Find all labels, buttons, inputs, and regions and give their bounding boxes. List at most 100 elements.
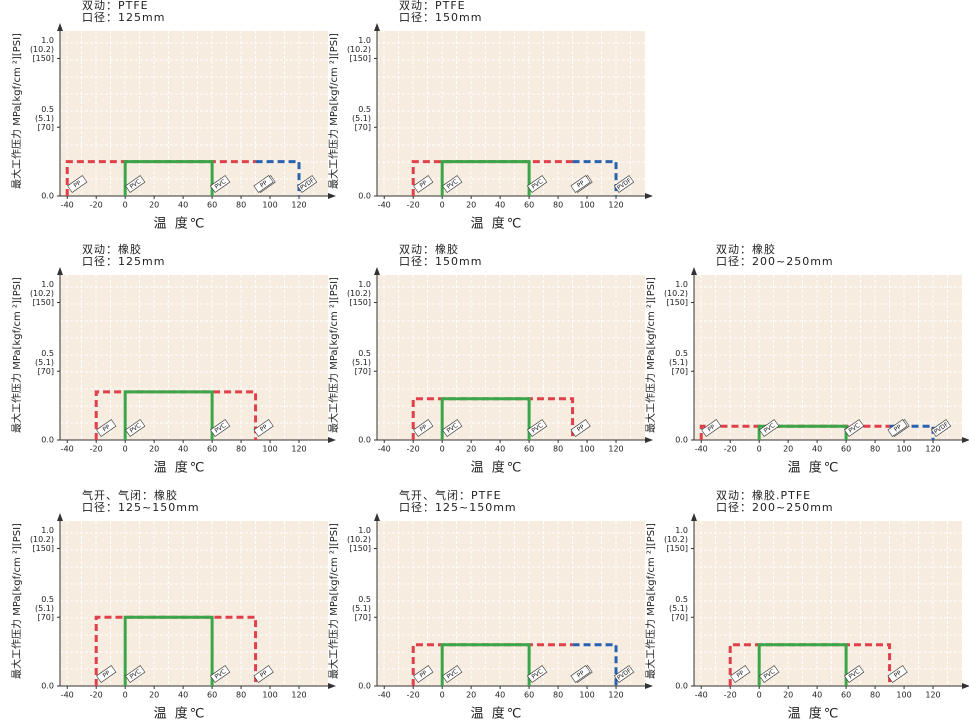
- y-arrow: [57, 267, 63, 275]
- x-axis-label: 温 度℃: [154, 216, 207, 232]
- series-name: PP: [102, 669, 112, 679]
- y-tick-label: (10.2): [347, 45, 371, 54]
- x-tick-label: -40: [61, 691, 74, 700]
- chart-title: 口径：125mm: [82, 255, 165, 268]
- series-tag: PP: [253, 665, 274, 683]
- series-line: [411, 397, 575, 440]
- series-tag-box: [701, 419, 722, 437]
- y-tick-label: [150]: [349, 298, 371, 307]
- x-tick-label: 120: [291, 445, 306, 454]
- series-name: PP: [736, 669, 746, 679]
- x-tick-label: -40: [61, 201, 74, 210]
- y-tick-label: (10.2): [347, 289, 371, 298]
- y-axis-label: 最大工作压力 MPa[kgf/cm ²][PSI]: [644, 523, 657, 679]
- chart-title: 双动：橡胶: [716, 242, 776, 256]
- x-tick-label: 80: [553, 691, 563, 700]
- x-arrow: [645, 683, 653, 689]
- series-tag: PP: [701, 419, 722, 437]
- y-tick-label: 0.5: [358, 349, 371, 358]
- y-tick-label: (5.1): [35, 358, 54, 367]
- series-tag-box: [253, 665, 274, 683]
- plot-area: [60, 521, 328, 686]
- y-tick-label: 0.0: [41, 436, 54, 445]
- chart-panel: -40 -20 0 20 40 60 80 100 120 0.0 0.5(5.1)[70] 1.0(…: [327, 0, 653, 232]
- x-tick-label: 120: [925, 691, 940, 700]
- y-tick-label: 1.0: [358, 36, 371, 45]
- y-tick-label: 0.5: [675, 349, 688, 358]
- series-tag: PP: [253, 419, 274, 437]
- series-tag-box: [210, 419, 231, 437]
- chart-title: 双动：橡胶.PTFE: [716, 488, 811, 502]
- series-tag-box: [759, 419, 780, 437]
- x-tick-label: 40: [178, 201, 188, 210]
- chart-panel: -40 -20 0 20 40 60 80 100 120 0.0 0.5(5.1)[70] 1.0(…: [327, 488, 653, 722]
- series-tag: PP: [253, 175, 274, 193]
- x-tick-label: -40: [378, 691, 391, 700]
- y-axis-label: 最大工作压力 MPa[kgf/cm ²][PSI]: [327, 523, 340, 679]
- y-arrow: [57, 513, 63, 521]
- y-arrow: [374, 513, 380, 521]
- series-name: PP: [893, 669, 903, 679]
- x-tick-label: 0: [123, 691, 128, 700]
- x-tick-label: 40: [812, 691, 822, 700]
- y-tick-label: 0.0: [358, 436, 371, 445]
- series-tag: PP: [413, 175, 434, 193]
- y-arrow: [57, 23, 63, 31]
- x-tick-label: 0: [440, 445, 445, 454]
- series-line: [757, 424, 848, 440]
- chart-title: 气开、气闭：橡胶: [82, 488, 178, 502]
- series-line: [123, 390, 214, 440]
- y-axis-label: 最大工作压力 MPa[kgf/cm ²][PSI]: [10, 33, 23, 189]
- series-tag: PP: [413, 665, 434, 683]
- x-tick-label: 40: [495, 691, 505, 700]
- series-tag-box: [67, 175, 88, 193]
- y-tick-label: 0.0: [41, 192, 54, 201]
- y-tick-label: [70]: [355, 367, 371, 376]
- x-tick-label: 80: [553, 201, 563, 210]
- x-tick-label: 100: [579, 201, 594, 210]
- plot-area: [60, 31, 328, 196]
- x-tick-label: 100: [579, 445, 594, 454]
- y-tick-label: 1.0: [358, 526, 371, 535]
- series-tag-box: [253, 419, 274, 437]
- y-tick-label: [150]: [32, 544, 54, 553]
- y-tick-label: 0.0: [41, 682, 54, 691]
- x-tick-label: -20: [724, 445, 737, 454]
- x-tick-label: 40: [812, 445, 822, 454]
- series-tag-box: [442, 175, 463, 193]
- x-tick-label: -20: [90, 691, 103, 700]
- series-tag: PP: [96, 419, 117, 437]
- y-tick-label: 0.5: [41, 595, 54, 604]
- y-tick-label: [70]: [355, 123, 371, 132]
- x-tick-label: 40: [178, 445, 188, 454]
- plot-area: [694, 275, 962, 440]
- chart-title: 双动：橡胶: [399, 242, 459, 256]
- series-tag-box: [210, 665, 231, 683]
- x-tick-label: 20: [466, 691, 476, 700]
- x-tick-label: 120: [291, 691, 306, 700]
- x-arrow: [328, 437, 336, 443]
- x-tick-label: 80: [236, 201, 246, 210]
- series-name: PP: [576, 179, 586, 189]
- x-tick-label: 20: [783, 445, 793, 454]
- y-tick-label: [150]: [32, 54, 54, 63]
- series-tag-box: [613, 175, 635, 193]
- series-name: PP: [419, 179, 429, 189]
- x-axis-label: 温 度℃: [471, 216, 524, 232]
- series-line: [440, 643, 531, 686]
- y-tick-label: (5.1): [352, 114, 371, 123]
- chart-panel: -40 -20 0 20 40 60 80 100 120 0.0 0.5(5.1)[70] 1.0(…: [327, 242, 653, 476]
- series-name: PP: [576, 669, 586, 679]
- series-tag-box: [887, 665, 908, 683]
- series-tag: PP: [570, 665, 591, 683]
- series-line: [411, 160, 573, 196]
- x-tick-label: 0: [440, 201, 445, 210]
- x-tick-label: 20: [466, 445, 476, 454]
- x-tick-label: 0: [123, 445, 128, 454]
- chart-title: 口径：150mm: [399, 255, 482, 268]
- x-tick-label: 60: [524, 691, 534, 700]
- x-tick-label: 80: [870, 691, 880, 700]
- y-tick-label: [70]: [38, 367, 54, 376]
- chart-panel: -40 -20 0 20 40 60 80 100 120 0.0 0.5(5.1)[70] 1.0(…: [10, 242, 336, 476]
